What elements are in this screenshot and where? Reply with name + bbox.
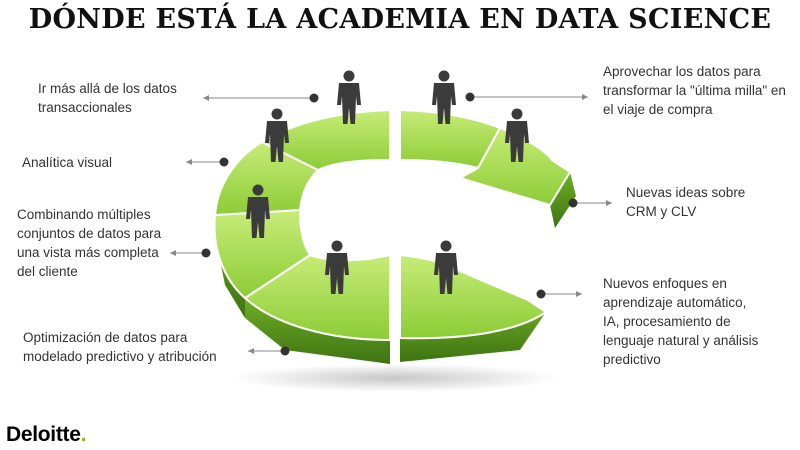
label-combinando: Combinando múltiples conjuntos de datos … xyxy=(17,207,162,279)
label-crm-clv: Nuevas ideas sobre CRM y CLV xyxy=(626,185,746,219)
ground-shadow xyxy=(230,364,560,392)
connector-dots xyxy=(201,92,578,356)
deloitte-logo: Deloitte. xyxy=(6,423,86,447)
label-ultima-milla: Aprovechar los datos para transformar la… xyxy=(603,64,786,117)
connector-arrowheads xyxy=(170,94,612,354)
label-analitica-visual: Analítica visual xyxy=(22,155,113,170)
deloitte-logo-dot: . xyxy=(80,423,87,446)
label-transaccionales: Ir más allá de los datos transaccionales xyxy=(38,81,177,115)
label-nuevos-enfoques: Nuevos enfoques en aprendizaje automátic… xyxy=(603,276,759,367)
label-optimizacion: Optimización de datos para modelado pred… xyxy=(23,330,217,364)
ring-segment-bottom-right xyxy=(399,253,548,340)
page-title: DÓNDE ESTÁ LA ACADEMIA EN DATA SCIENCE xyxy=(28,4,772,35)
ring-segment-bottom-left xyxy=(243,253,391,342)
deloitte-logo-text: Deloitte xyxy=(6,423,81,446)
